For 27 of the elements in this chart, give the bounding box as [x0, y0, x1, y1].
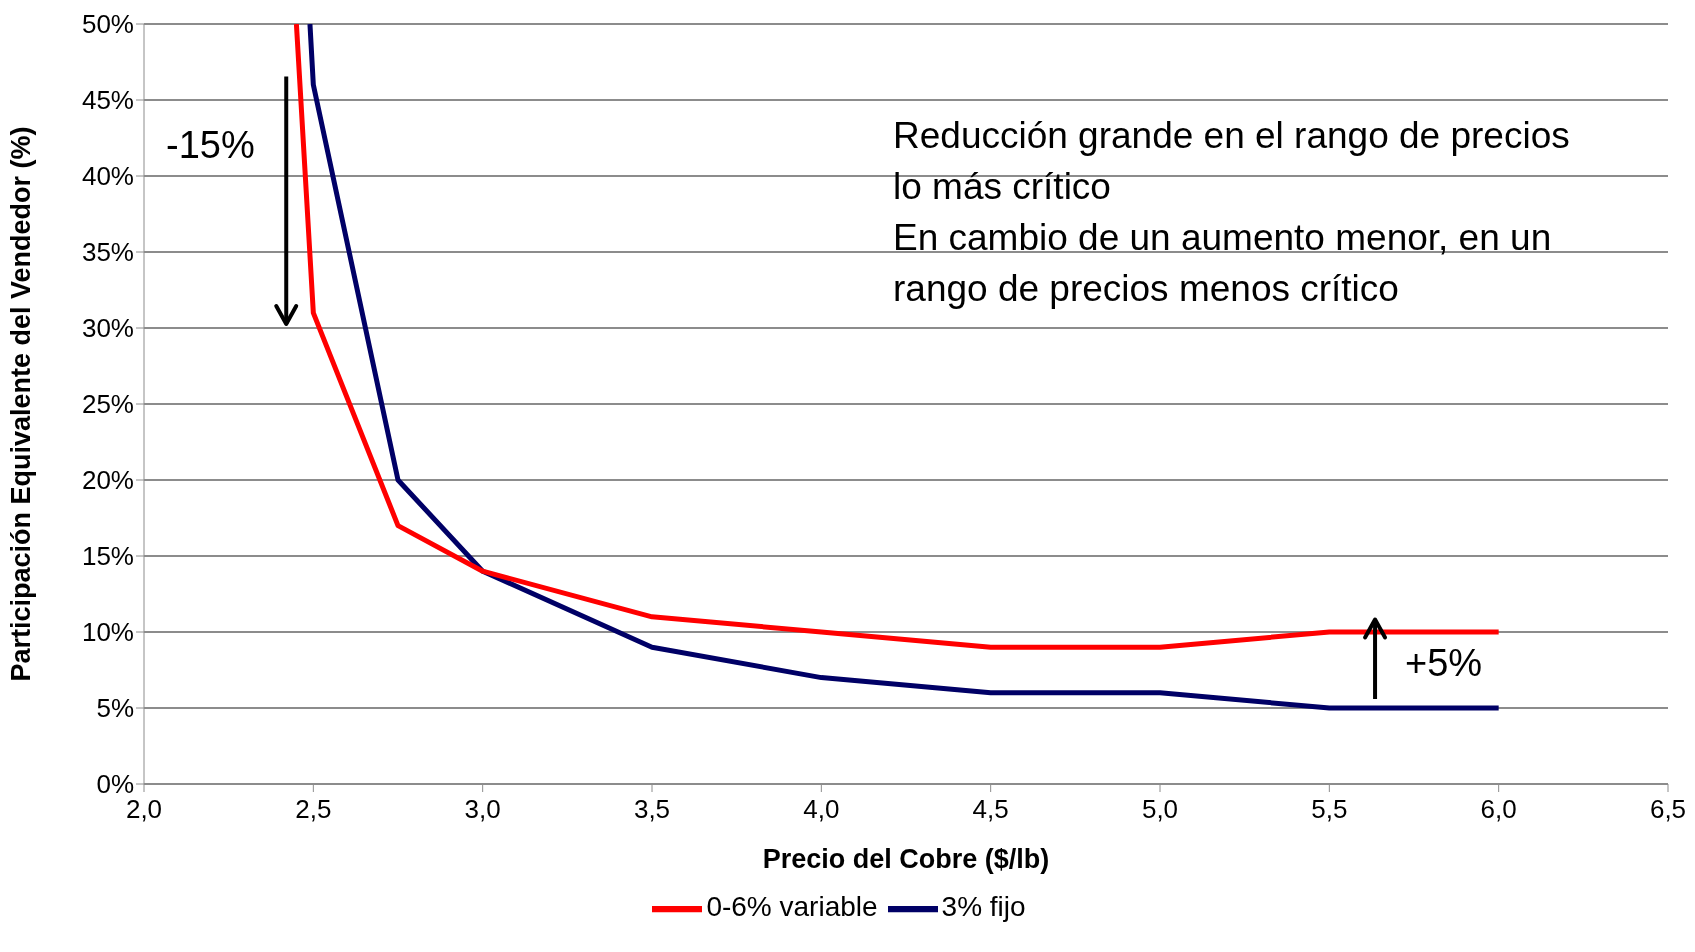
x-axis-title: Precio del Cobre ($/lb): [762, 844, 1050, 874]
y-tick-label: 20%: [81, 465, 134, 496]
y-tick-label: 15%: [81, 541, 134, 572]
x-tick-label: 6,5: [1649, 794, 1687, 825]
x-tick-label: 3,0: [464, 794, 501, 825]
y-axis-title: Participación Equivalente del Vendedor (%): [5, 126, 36, 682]
y-tick-label: 25%: [81, 389, 134, 420]
y-tick-label: 5%: [96, 693, 134, 724]
y-tick-label: 45%: [81, 85, 134, 116]
annotation: En cambio de un aumento menor, en un rango de precios menos crítico: [893, 216, 1553, 311]
x-tick-label: 3,5: [633, 794, 671, 825]
y-tick-label: 35%: [81, 237, 134, 268]
annotation: Reducción grande en el rango de precios lo más crítico: [893, 114, 1571, 209]
annotation: +5%: [1405, 642, 1483, 685]
x-tick-label: 4,0: [803, 794, 840, 825]
x-tick-label: 2,5: [295, 794, 332, 825]
x-tick-label: 6,0: [1480, 794, 1517, 825]
y-tick-label: 10%: [81, 617, 134, 648]
x-tick-label: 4,5: [972, 794, 1009, 825]
y-tick-label: 40%: [81, 161, 134, 192]
y-tick-label: 50%: [81, 9, 134, 40]
legend-label: 3% fijo: [941, 891, 1026, 923]
x-tick-label: 5,5: [1311, 794, 1348, 825]
annotation: -15%: [166, 124, 255, 167]
y-tick-label: 30%: [81, 313, 134, 344]
legend-label: 0-6% variable: [706, 891, 878, 923]
x-tick-label: 5,0: [1141, 794, 1179, 825]
